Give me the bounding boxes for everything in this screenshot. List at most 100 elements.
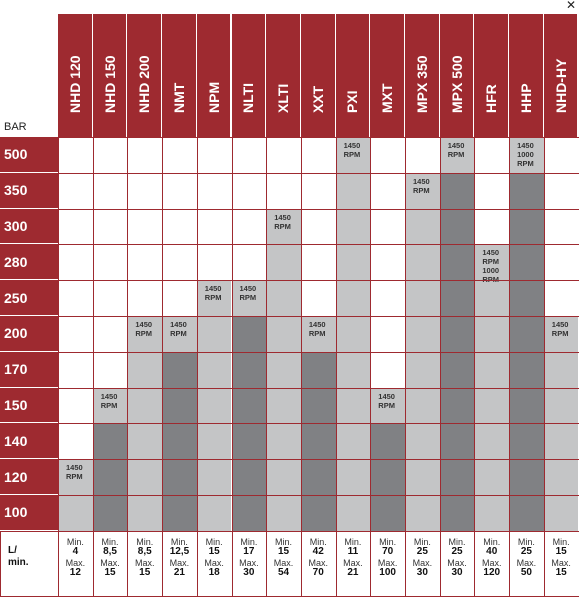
pressure-cell <box>405 244 440 281</box>
flow-max-word: Max. <box>308 557 328 568</box>
flow-min-word: Min. <box>483 536 501 547</box>
flow-range: Min. 15 Max. 18 <box>197 531 232 597</box>
pressure-cell <box>405 459 440 495</box>
model-header: MPX 350 <box>405 14 440 137</box>
pressure-cell <box>266 280 301 316</box>
pressure-cell <box>196 137 232 173</box>
pressure-cell <box>266 244 301 281</box>
pressure-cell <box>543 244 579 281</box>
grid-line <box>58 208 579 210</box>
model-name: MXT <box>379 83 396 113</box>
grid-line <box>58 423 579 425</box>
pressure-cell <box>231 137 267 173</box>
pressure-cell <box>231 423 267 460</box>
pressure-cell <box>405 280 440 316</box>
grid-line <box>58 172 579 174</box>
pressure-cell <box>196 459 232 495</box>
grid-line <box>58 387 579 389</box>
pressure-cell <box>300 351 336 388</box>
pressure-cell <box>405 137 440 173</box>
pressure-cell <box>474 495 510 531</box>
pressure-cell <box>231 280 267 316</box>
pressure-cell <box>509 387 544 424</box>
pressure-cell <box>162 495 197 531</box>
flow-min-word: Min. <box>66 536 84 547</box>
pressure-cell <box>474 172 510 209</box>
flow-max-word: Max. <box>343 557 363 568</box>
pressure-cell <box>543 387 579 424</box>
pressure-cell <box>370 459 405 495</box>
pressure-cell <box>162 459 197 495</box>
pressure-cell <box>127 172 163 209</box>
pressure-cell <box>474 351 510 388</box>
model-name: XLTI <box>275 83 292 113</box>
flow-range: Min. 42 Max. 70 <box>301 531 336 597</box>
rpm-note: 1450 RPM <box>551 320 569 338</box>
pressure-cell <box>543 280 579 316</box>
grid-line <box>300 137 302 597</box>
pressure-cell <box>509 244 544 281</box>
flow-max-value: 30 <box>451 567 463 579</box>
model-name: XXT <box>309 85 326 113</box>
grid-line <box>0 596 579 597</box>
model-header: PXI <box>335 14 371 137</box>
pressure-cell <box>335 495 371 531</box>
pressure-cell <box>127 137 163 173</box>
pressure-cell <box>162 172 197 209</box>
pressure-cell <box>405 495 440 531</box>
pressure-cell <box>509 351 544 388</box>
pressure-cell <box>405 387 440 424</box>
pressure-cell <box>92 280 128 316</box>
flow-max-value: 15 <box>139 567 151 579</box>
model-header: NPM <box>196 14 232 137</box>
flow-min-value: 70 <box>382 546 394 558</box>
pressure-cell <box>474 316 510 352</box>
pressure-cell <box>300 172 336 209</box>
model-name: MPX 500 <box>448 55 465 113</box>
grid-line <box>162 137 164 597</box>
pressure-cell <box>439 316 475 352</box>
pressure-cell <box>231 244 267 281</box>
pressure-cell <box>439 280 475 316</box>
pressure-cell <box>196 316 232 352</box>
rpm-note: 1450 RPM <box>170 320 187 338</box>
pressure-cell <box>300 137 336 173</box>
pressure-cell <box>370 495 405 531</box>
pressure-cell <box>127 459 163 495</box>
pressure-cell <box>300 208 336 245</box>
flow-max-value: 15 <box>104 567 116 579</box>
flow-min-word: Min. <box>205 536 223 547</box>
pressure-cell <box>543 208 579 245</box>
flow-min-word: Min. <box>240 536 258 547</box>
pressure-cell <box>266 351 301 388</box>
pressure-cell <box>405 172 440 209</box>
flow-max-value: 50 <box>520 567 532 579</box>
rpm-note: 1450 1000 RPM <box>517 141 534 168</box>
pressure-cell <box>300 423 336 460</box>
pressure-cell <box>335 459 371 495</box>
flow-max-value: 30 <box>416 567 428 579</box>
pressure-cell <box>509 208 544 245</box>
model-header: MXT <box>370 14 405 137</box>
pressure-cell <box>474 244 510 281</box>
pressure-cell <box>370 280 405 316</box>
model-header: HHP <box>509 14 544 137</box>
pressure-row-label: 200 <box>0 316 58 352</box>
model-header: NHD 150 <box>92 14 128 137</box>
pressure-cell <box>474 459 510 495</box>
flow-min-word: Min. <box>413 536 431 547</box>
model-header: MPX 500 <box>439 14 475 137</box>
flow-min-word: Min. <box>344 536 362 547</box>
pressure-cell <box>370 244 405 281</box>
pressure-cell <box>92 459 128 495</box>
model-name: NHD-HY <box>552 58 569 113</box>
pressure-cell <box>231 172 267 209</box>
pressure-cell <box>439 244 475 281</box>
pressure-cell <box>300 459 336 495</box>
bar-unit-label: BAR <box>4 121 27 133</box>
model-header: NHD 200 <box>127 14 163 137</box>
flow-min-value: 40 <box>486 546 498 558</box>
pressure-cell <box>231 208 267 245</box>
model-name: NHD 150 <box>101 55 118 113</box>
pressure-row-label: 170 <box>0 351 58 388</box>
